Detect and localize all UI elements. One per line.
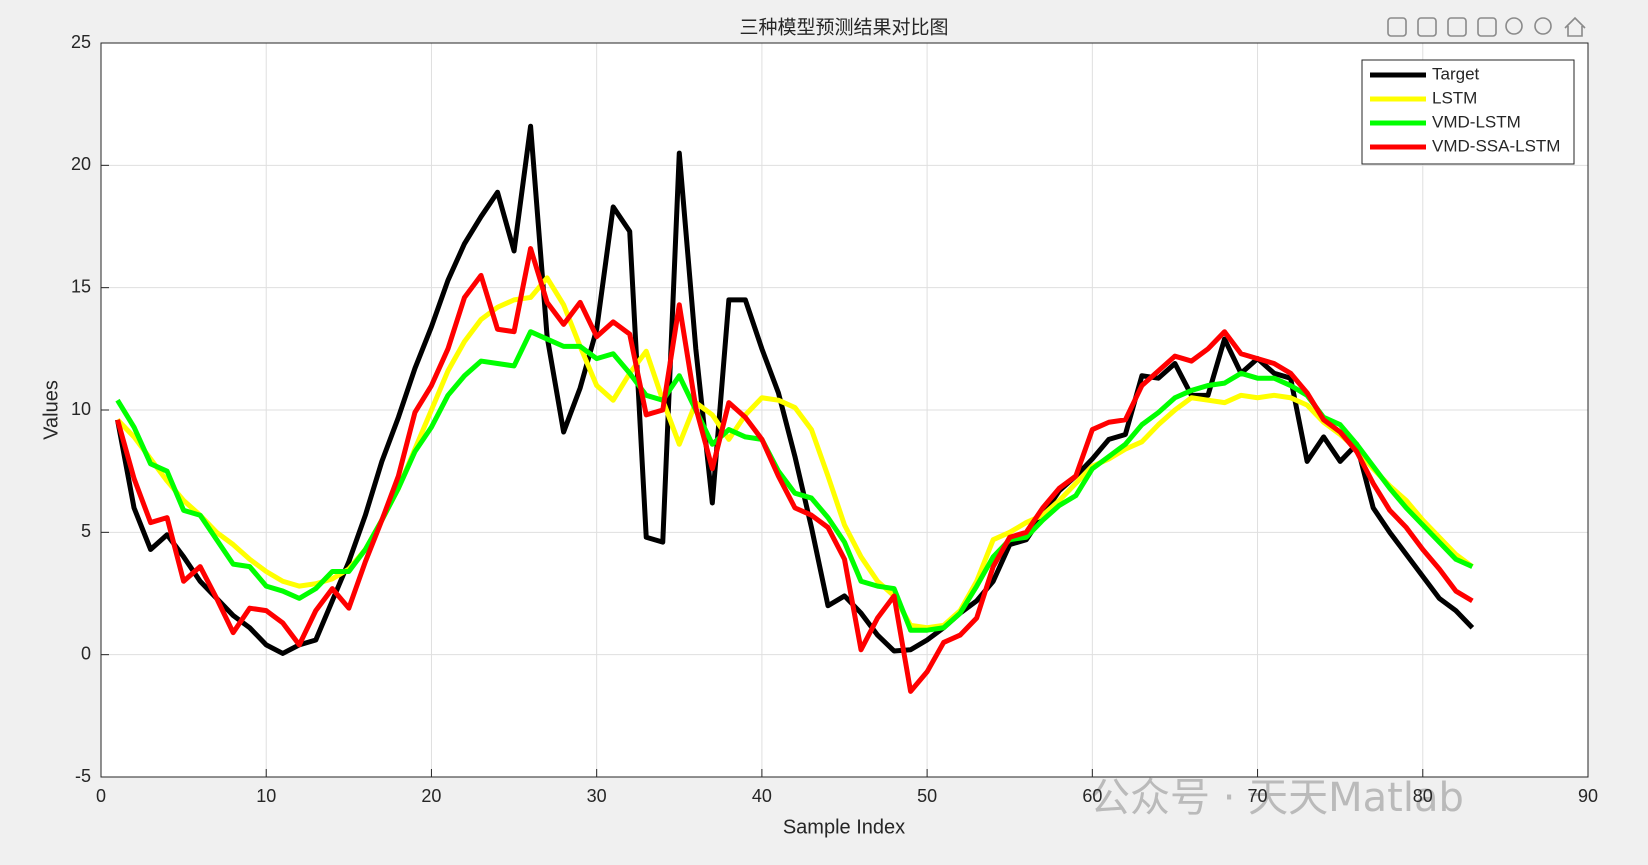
watermark: 公众号 · 天天Matlab [1090, 775, 1464, 821]
legend-label: LSTM [1432, 88, 1477, 107]
x-tick-label: 30 [587, 786, 607, 806]
x-tick-label: 70 [1248, 786, 1268, 806]
y-tick-label: 10 [71, 399, 91, 419]
legend-label: VMD-LSTM [1432, 112, 1521, 131]
toolbar [1387, 16, 1586, 37]
legend-label: Target [1432, 64, 1480, 83]
x-tick-label: 60 [1082, 786, 1102, 806]
y-tick-label: 15 [71, 276, 91, 296]
toolbar-icon[interactable] [1447, 17, 1467, 37]
y-tick-label: -5 [75, 766, 91, 786]
y-tick-label: 0 [81, 643, 91, 663]
series-line [115, 329, 1474, 633]
toolbar-icon[interactable] [1477, 17, 1497, 37]
x-tick-label: 10 [256, 786, 276, 806]
x-tick-label: 0 [96, 786, 106, 806]
toolbar-icon[interactable] [1534, 17, 1552, 35]
x-tick-label: 90 [1578, 786, 1598, 806]
y-axis-label: Values [40, 380, 62, 440]
x-tick-label: 20 [421, 786, 441, 806]
toolbar-icon[interactable] [1417, 17, 1437, 37]
x-tick-label: 50 [917, 786, 937, 806]
x-tick-label: 40 [752, 786, 772, 806]
x-axis-label: Sample Index [783, 816, 905, 838]
legend-label: VMD-SSA-LSTM [1432, 136, 1560, 155]
y-tick-label: 20 [71, 154, 91, 174]
toolbar-icon[interactable] [1505, 17, 1523, 35]
axes-box [100, 42, 1589, 778]
chart-title: 三种模型预测结果对比图 [739, 17, 948, 39]
x-tick-label: 80 [1413, 786, 1433, 806]
toolbar-icon[interactable] [1564, 16, 1586, 37]
series-line [115, 246, 1474, 694]
toolbar-icon[interactable] [1387, 17, 1407, 37]
y-tick-label: 25 [71, 32, 91, 52]
y-tick-label: 5 [81, 521, 91, 541]
